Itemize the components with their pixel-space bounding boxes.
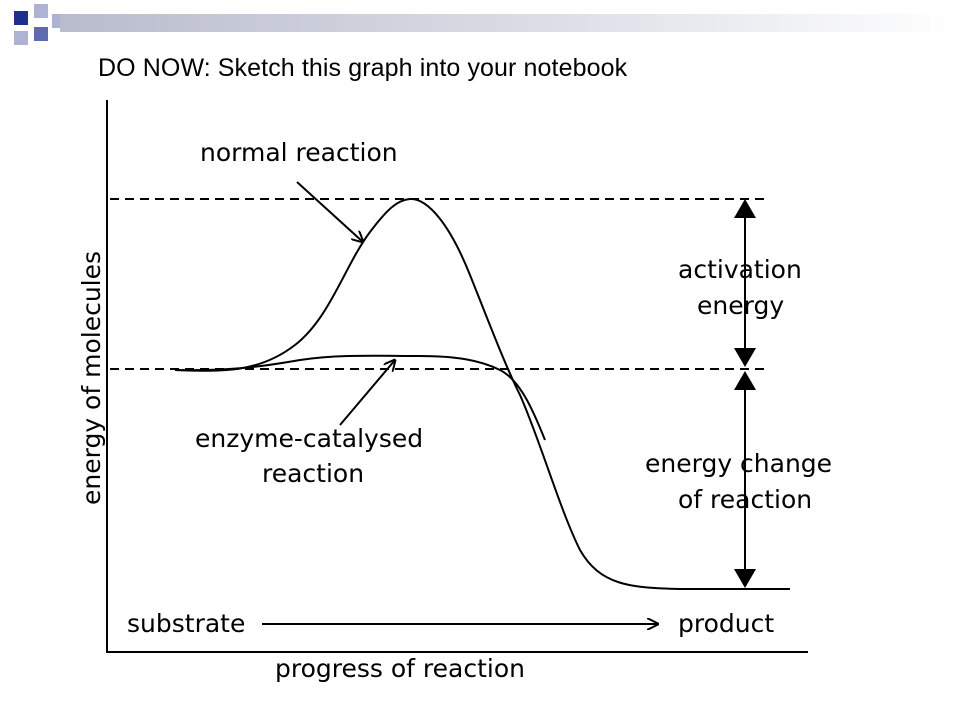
activation-arrow-up-head <box>734 199 756 218</box>
enzyme-label-line2: reaction <box>262 459 364 488</box>
activation-label-line1: activation <box>678 255 802 284</box>
deco-square-2 <box>34 4 48 18</box>
enzyme-catalysed-curve <box>174 354 546 441</box>
title-bar-decoration <box>60 14 960 32</box>
corner-decoration <box>14 4 66 45</box>
deco-square-4 <box>34 27 48 41</box>
x-axis-label: progress of reaction <box>275 654 525 683</box>
product-label: product <box>678 609 774 638</box>
normal-reaction-pointer <box>296 181 363 242</box>
activation-label-line2: energy <box>697 291 784 320</box>
normal-reaction-label: normal reaction <box>200 138 398 167</box>
deco-square-1 <box>14 11 28 25</box>
y-axis-label: energy of molecules <box>77 251 106 505</box>
deco-square-3 <box>14 31 28 45</box>
energy-change-arrow-down-head <box>734 569 756 588</box>
activation-arrow-down-head <box>734 348 756 367</box>
slide-title: DO NOW: Sketch this graph into your note… <box>98 54 628 82</box>
energy-change-label-line1: energy change <box>645 449 832 478</box>
normal-reaction-curve <box>174 197 790 590</box>
energy-change-label-line2: of reaction <box>678 485 812 514</box>
energy-change-arrow-up-head <box>734 371 756 390</box>
substrate-label: substrate <box>127 609 245 638</box>
enzyme-label-line1: enzyme-catalysed <box>195 424 423 453</box>
enzyme-reaction-pointer <box>339 360 395 426</box>
